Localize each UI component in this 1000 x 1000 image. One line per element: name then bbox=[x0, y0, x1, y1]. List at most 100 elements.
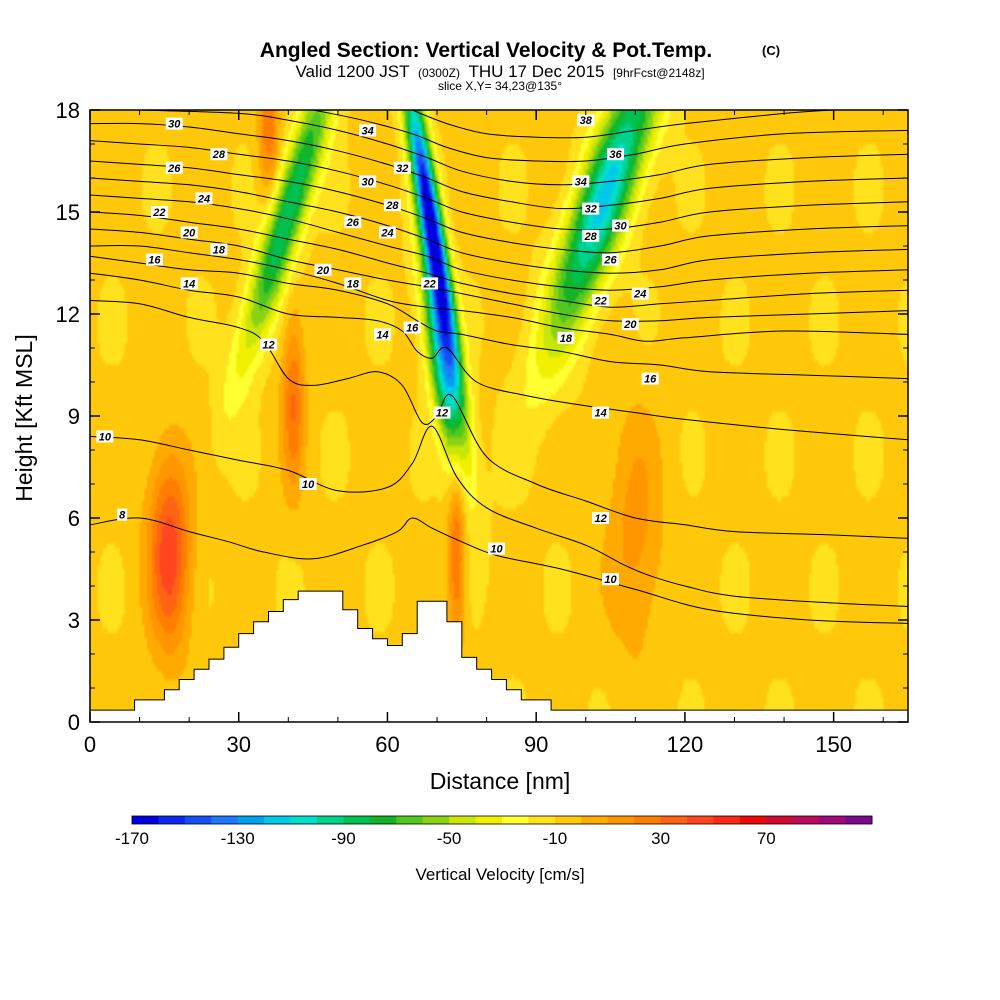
colorbar-tick-label: -50 bbox=[437, 829, 462, 848]
chart-subtitle: Valid 1200 JST (0300Z) THU 17 Dec 2015 [… bbox=[295, 62, 704, 81]
contour-label-box bbox=[421, 277, 439, 290]
contour-label-box bbox=[592, 406, 610, 419]
x-tick-label: 0 bbox=[84, 732, 96, 757]
contour-label-box bbox=[488, 542, 505, 555]
contour-label-box bbox=[607, 148, 624, 161]
contour-label-box bbox=[582, 229, 600, 242]
theta-contour-16 bbox=[90, 255, 908, 380]
contour-label-box bbox=[314, 263, 332, 276]
colorbar-swatch bbox=[290, 816, 318, 824]
contour-label: 24 bbox=[380, 227, 393, 239]
contour-label-box bbox=[195, 192, 213, 205]
chart-title-mark: (C) bbox=[762, 43, 780, 58]
contour-label: 12 bbox=[594, 513, 606, 525]
colorbar-swatch bbox=[581, 816, 609, 824]
y-tick-label: 0 bbox=[68, 710, 80, 735]
y-axis-label: Height [Kft MSL] bbox=[11, 334, 37, 501]
contour-label-box bbox=[210, 148, 228, 161]
contour-label-box bbox=[379, 226, 396, 239]
colorbar-swatch bbox=[739, 816, 767, 824]
contour-label: 26 bbox=[346, 217, 360, 229]
contour-label-box bbox=[403, 321, 421, 334]
contour-label: 18 bbox=[347, 278, 360, 290]
colorbar-swatch bbox=[237, 816, 265, 824]
theta-contour-28 bbox=[90, 160, 908, 254]
colorbar-swatch bbox=[132, 816, 159, 824]
contour-label: 30 bbox=[614, 221, 627, 233]
colorbar-swatch bbox=[184, 816, 212, 824]
contour-label: 10 bbox=[99, 431, 112, 443]
theta-contour-32 bbox=[90, 122, 908, 210]
contour-label: 22 bbox=[422, 278, 435, 290]
contour-label: 26 bbox=[603, 255, 617, 267]
x-tick-label: 150 bbox=[815, 732, 852, 757]
contour-label: 22 bbox=[152, 207, 165, 219]
contour-label-box bbox=[592, 512, 610, 524]
colorbar-swatch bbox=[713, 816, 741, 824]
theta-contour-26 bbox=[90, 177, 908, 274]
contour-label-box bbox=[210, 243, 228, 256]
contour-label: 28 bbox=[212, 149, 226, 161]
theta-contour-10 bbox=[90, 425, 908, 607]
contour-label: 12 bbox=[436, 408, 448, 420]
contour-label: 30 bbox=[361, 176, 374, 188]
colorbar-swatch bbox=[422, 816, 450, 824]
contour-label: 16 bbox=[148, 255, 161, 267]
contour-label-box bbox=[374, 328, 391, 341]
colorbar-tick-label: -170 bbox=[115, 829, 149, 848]
slice-label: slice X,Y= 34,23@135° bbox=[438, 79, 562, 93]
y-tick-label: 18 bbox=[56, 98, 80, 123]
contour-label-box bbox=[180, 277, 198, 290]
contour-label: 16 bbox=[406, 323, 419, 335]
contour-label: 16 bbox=[644, 374, 657, 386]
contour-label-box bbox=[612, 219, 629, 232]
x-tick-label: 120 bbox=[667, 732, 704, 757]
colorbar-swatch bbox=[554, 816, 582, 824]
contour-label-box bbox=[260, 338, 277, 351]
contour-label-box bbox=[344, 216, 362, 229]
contour-label: 24 bbox=[633, 289, 646, 301]
subtitle-forecast: [9hrFcst@2148z] bbox=[613, 66, 705, 80]
colorbar-swatch bbox=[264, 816, 291, 824]
contour-label: 18 bbox=[213, 244, 226, 256]
contour-label-box bbox=[359, 175, 377, 188]
y-tick-label: 6 bbox=[68, 506, 80, 531]
contour-label: 14 bbox=[594, 408, 606, 420]
colorbar-tick-label: 70 bbox=[757, 829, 776, 848]
contour-label-box bbox=[359, 124, 377, 137]
colorbar-frame bbox=[131, 815, 873, 825]
theta-contour-36 bbox=[312, 110, 908, 163]
contour-label-box bbox=[641, 372, 659, 385]
colorbar-swatch bbox=[845, 816, 873, 824]
contour-label-box bbox=[117, 508, 128, 521]
colorbar-swatch bbox=[158, 816, 186, 824]
y-tick-label: 15 bbox=[56, 200, 80, 225]
contour-label: 34 bbox=[575, 176, 587, 188]
contour-label-box bbox=[165, 161, 183, 174]
contour-label: 20 bbox=[623, 319, 637, 331]
colorbar-tick-label: 30 bbox=[651, 829, 670, 848]
contour-label: 12 bbox=[262, 340, 274, 352]
y-tick-label: 12 bbox=[56, 302, 80, 327]
colorbar-swatch bbox=[634, 816, 661, 824]
contour-label: 10 bbox=[604, 574, 617, 586]
theta-contour-22 bbox=[90, 211, 908, 308]
colorbar-swatch bbox=[819, 816, 846, 824]
contour-label-box bbox=[572, 175, 590, 188]
contour-label-box bbox=[165, 117, 183, 130]
plot-area: 30 28 26 24 22 20 18 16 14 12 10 8 20 18 26 30 34 32 28 24 2… bbox=[89, 110, 909, 723]
contour-label-box bbox=[592, 294, 610, 307]
contour-label-box bbox=[344, 277, 362, 290]
theta-contour-38 bbox=[412, 110, 834, 139]
contour-label: 28 bbox=[584, 231, 598, 243]
contour-label: 32 bbox=[585, 204, 597, 216]
colorbar: -170 -130 -90 -50 -10 30 70 bbox=[115, 815, 873, 848]
colorbar-swatch bbox=[502, 816, 529, 824]
contour-label: 10 bbox=[490, 544, 503, 556]
colorbar-swatch bbox=[687, 816, 714, 824]
subtitle-date: THU 17 Dec 2015 bbox=[468, 62, 604, 81]
terrain bbox=[89, 590, 909, 723]
colorbar-swatch bbox=[607, 816, 635, 824]
x-tick-label: 90 bbox=[524, 732, 548, 757]
